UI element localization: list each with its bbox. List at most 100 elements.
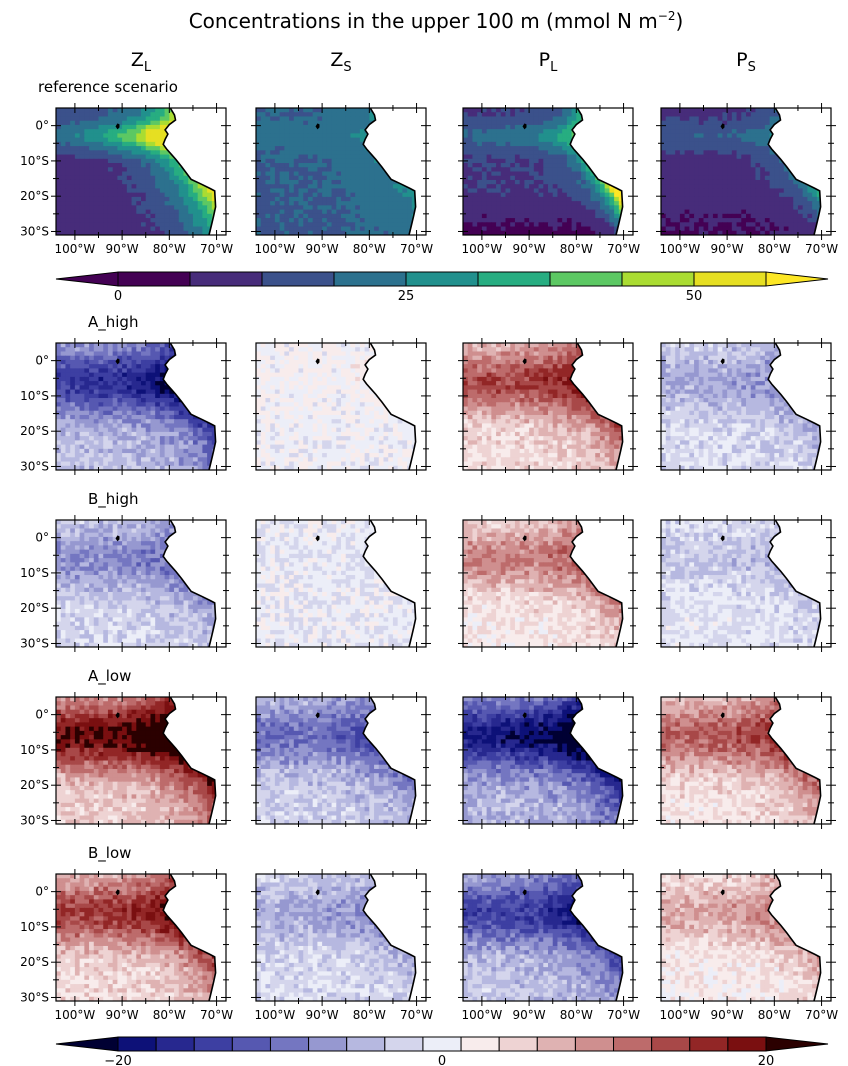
colorbar-bin	[549, 271, 623, 287]
lat-label: 30°S	[20, 224, 49, 238]
land-mass	[163, 343, 226, 470]
lon-label: 100°W	[54, 242, 95, 256]
lon-label: 90°W	[513, 242, 546, 256]
lon-label: 70°W	[805, 1008, 838, 1022]
map-panel	[251, 338, 431, 475]
colorbar-tick-label: 50	[686, 289, 703, 304]
lon-label: 90°W	[106, 1008, 139, 1022]
ocean-field	[661, 697, 831, 824]
galapagos-island	[720, 358, 725, 365]
map-panel: 0° 10°S 20°S 30°S 100°W 90°W 80°W 70°W	[20, 103, 233, 256]
map-panel	[458, 515, 638, 652]
colorbar-bin	[333, 271, 407, 287]
lat-label: 10°S	[20, 566, 49, 580]
land-mass	[363, 343, 426, 470]
galapagos-island	[522, 123, 527, 130]
land-mass	[570, 343, 633, 470]
coastline	[162, 697, 217, 824]
lat-label: 20°S	[20, 424, 49, 438]
galapagos-island	[315, 123, 320, 130]
lon-label: 80°W	[560, 242, 593, 256]
coastline	[162, 520, 217, 647]
map-panel: 100°W 90°W 80°W 70°W	[458, 869, 640, 1022]
panel-frame	[55, 342, 227, 471]
coastline	[162, 874, 217, 1001]
colorbar-bin	[422, 1036, 462, 1052]
colorbar-bin	[308, 1036, 348, 1052]
panel-frame	[660, 342, 832, 471]
land-mass	[768, 874, 831, 1001]
galapagos-island	[522, 358, 527, 365]
land-mass	[570, 520, 633, 647]
coastline	[767, 697, 822, 824]
colorbar-bin	[189, 271, 263, 287]
coastline	[767, 343, 822, 470]
lat-label: 30°S	[20, 459, 49, 473]
coastline	[569, 697, 624, 824]
lon-label: 70°W	[607, 1008, 640, 1022]
colorbar-tick-label: 0	[114, 289, 122, 304]
lat-label: 10°S	[20, 389, 49, 403]
lon-label: 80°W	[353, 1008, 386, 1022]
panel-frame	[462, 107, 634, 236]
coastline	[767, 108, 822, 235]
panel-frame	[660, 107, 832, 236]
lat-label: 10°S	[20, 154, 49, 168]
row-label: B_high	[88, 490, 139, 509]
lat-label: 20°S	[20, 778, 49, 792]
panel-frame	[255, 342, 427, 471]
coastline	[767, 520, 822, 647]
map-panels: reference scenario 0° 10°S 20°S 30°S 100°W 90°…	[20, 78, 838, 1022]
coastline	[162, 108, 217, 235]
map-panel	[458, 692, 638, 829]
lat-label: 30°S	[20, 990, 49, 1004]
panel-frame	[660, 696, 832, 825]
colorbar-under-triangle	[55, 1036, 119, 1052]
lon-label: 100°W	[254, 1008, 295, 1022]
column-headers: ZL ZS PL PS	[131, 49, 756, 75]
ocean-field	[56, 520, 226, 647]
land-mass	[768, 697, 831, 824]
galapagos-island	[315, 712, 320, 719]
lon-label: 70°W	[200, 242, 233, 256]
land-mass	[363, 520, 426, 647]
lat-label: 20°S	[20, 601, 49, 615]
column-header-zl: ZL	[131, 49, 152, 75]
lon-label: 100°W	[254, 242, 295, 256]
lon-label: 100°W	[461, 242, 502, 256]
row-label: A_low	[88, 667, 131, 686]
colorbar-under-triangle	[55, 271, 119, 287]
map-panel: 100°W 90°W 80°W 70°W	[458, 103, 640, 256]
panel-frame	[55, 107, 227, 236]
colorbar-bin	[384, 1036, 424, 1052]
galapagos-island	[115, 358, 120, 365]
lon-label: 70°W	[200, 1008, 233, 1022]
lat-label: 20°S	[20, 189, 49, 203]
lat-label: 10°S	[20, 743, 49, 757]
lat-label: 0°	[35, 531, 49, 545]
panel-frame	[660, 873, 832, 1002]
coastline	[362, 108, 417, 235]
colorbar-bin	[269, 1036, 310, 1052]
colorbar-over-triangle	[765, 271, 829, 287]
colorbar-bin	[477, 271, 551, 287]
galapagos-island	[115, 123, 120, 130]
lon-label: 90°W	[306, 1008, 339, 1022]
map-panel: 100°W 90°W 80°W 70°W	[251, 869, 433, 1022]
colorbar-bin	[117, 271, 191, 287]
coastline	[362, 697, 417, 824]
lat-label: 0°	[35, 354, 49, 368]
coastline	[362, 874, 417, 1001]
colorbar-bin	[261, 271, 335, 287]
coastline	[362, 343, 417, 470]
lat-label: 20°S	[20, 955, 49, 969]
land-mass	[163, 874, 226, 1001]
map-panel	[656, 515, 836, 652]
map-panel: 0° 10°S 20°S 30°S	[20, 692, 231, 829]
column-header-zs: ZS	[330, 49, 351, 75]
land-mass	[570, 108, 633, 235]
colorbar-tick-label: 25	[398, 289, 415, 304]
colorbar-bin	[460, 1036, 500, 1052]
row-label: reference scenario	[38, 78, 178, 96]
